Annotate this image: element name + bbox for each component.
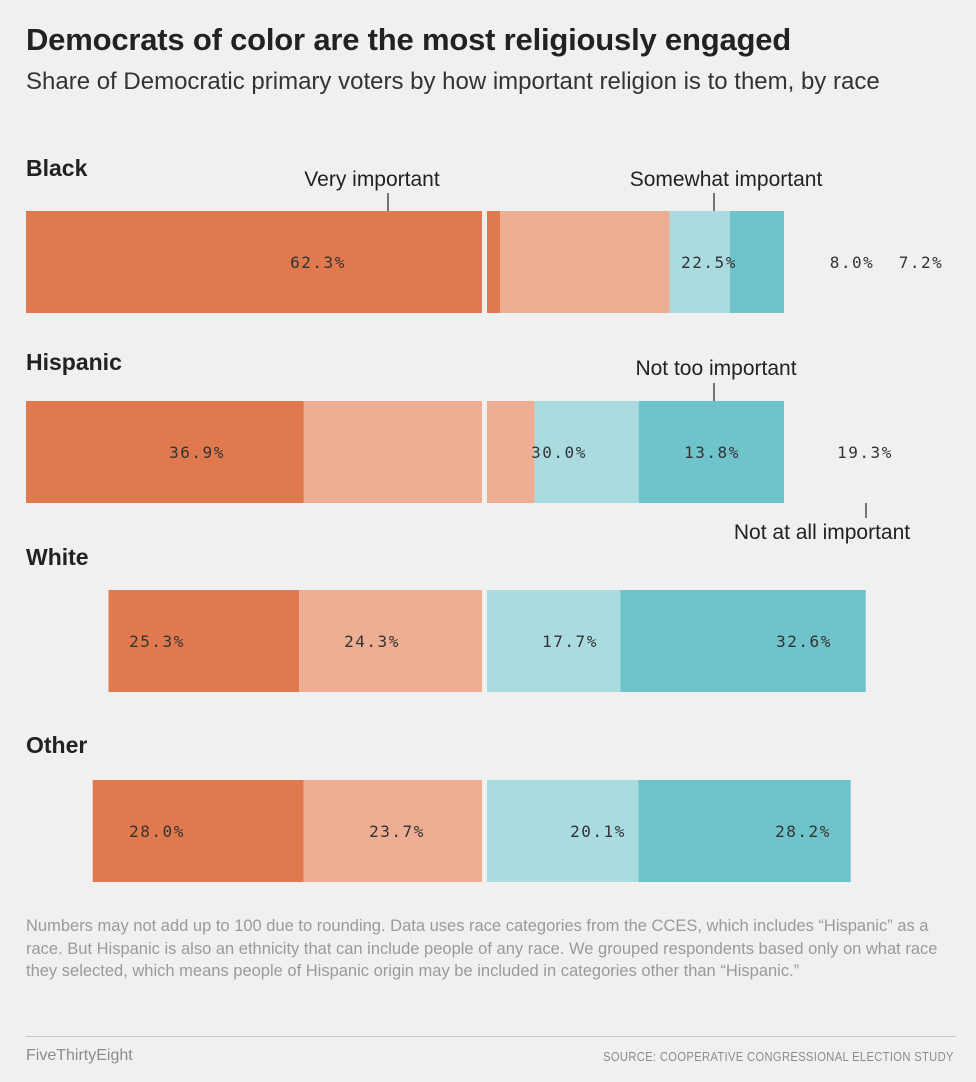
bar-white-not-too-important [487,590,621,692]
data-label-other-not-too-important: 20.1% [570,822,626,841]
bar-other-not-too-important [487,780,639,882]
annotation-not-at-all-important: Not at all important [734,521,910,544]
stacked-bar-chart: Black Hispanic White Other 62.3% 22.5% 8.0% 7.2… [26,155,944,895]
data-label-other-not-at-all-important: 28.2% [775,822,831,841]
center-divider [482,205,487,895]
bar-black-very-important-cont [487,211,501,313]
annotation-somewhat-important: Somewhat important [630,168,823,191]
category-label-other: Other [26,732,87,758]
data-label-other-somewhat-important: 23.7% [369,822,425,841]
bar-other-not-at-all-important [638,780,851,882]
bar-white-somewhat-important [299,590,482,692]
data-label-hispanic-very-important: 36.9% [169,443,225,462]
bar-white-not-at-all-important [620,590,866,692]
footer-divider [26,1036,956,1037]
bar-hispanic-somewhat-important-cont [487,401,535,503]
source-credit: SOURCE: COOPERATIVE CONGRESSIONAL ELECTI… [603,1049,954,1064]
data-label-other-very-important: 28.0% [129,822,185,841]
data-label-white-not-at-all-important: 32.6% [776,632,832,651]
bar-black-not-too-important [669,211,730,313]
data-label-hispanic-not-at-all-important: 19.3% [837,443,893,462]
data-label-hispanic-somewhat-important: 30.0% [531,443,587,462]
bar-other-very-important [92,780,304,882]
footnote: Numbers may not add up to 100 due to rou… [26,917,938,980]
bar-other-somewhat-important [303,780,482,882]
bar-black-somewhat-important [500,211,670,313]
annotation-very-important: Very important [304,168,440,191]
data-label-black-very-important: 62.3% [290,253,346,272]
annotation-not-too-important: Not too important [635,357,796,380]
bar-white-very-important [108,590,300,692]
data-label-black-somewhat-important: 22.5% [681,253,737,272]
category-label-hispanic: Hispanic [26,349,122,375]
bar-hispanic-not-too-important [534,401,639,503]
data-label-hispanic-not-too-important: 13.8% [684,443,740,462]
bar-hispanic-not-at-all-important [638,401,784,503]
data-label-black-not-too-important: 8.0% [830,253,875,272]
category-label-white: White [26,544,89,570]
bar-hispanic-very-important [26,401,304,503]
data-label-white-not-too-important: 17.7% [542,632,598,651]
data-label-black-not-at-all-important: 7.2% [899,253,944,272]
bar-black-not-at-all-important [729,211,784,313]
brand-logo-text: FiveThirtyEight [26,1047,133,1064]
bar-black-very-important [26,211,482,313]
data-label-white-very-important: 25.3% [129,632,185,651]
chart-subtitle: Share of Democratic primary voters by ho… [26,68,880,95]
category-label-black: Black [26,155,88,181]
chart-title: Democrats of color are the most religiou… [26,22,791,57]
bar-hispanic-somewhat-important [303,401,482,503]
data-label-white-somewhat-important: 24.3% [344,632,400,651]
